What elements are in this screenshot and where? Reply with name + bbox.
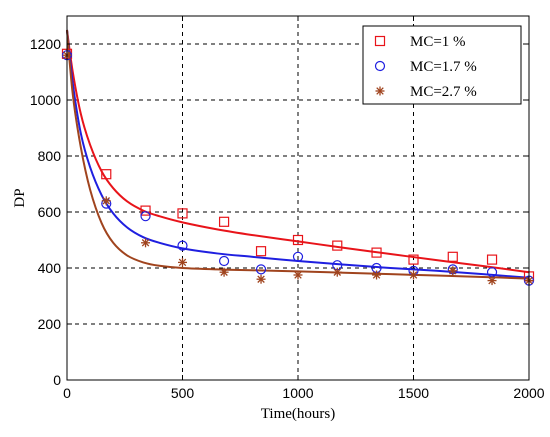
legend-marker: [375, 86, 385, 96]
y-tick-label: 800: [38, 148, 62, 164]
y-tick-label: 600: [38, 204, 62, 220]
x-tick-label: 0: [63, 385, 71, 401]
data-point: [292, 251, 304, 262]
data-point: [140, 211, 151, 222]
axis-ticks: 0 500 1000 1500 2000 0 200 400 600 800 1000 1200: [30, 16, 545, 401]
data-point: [178, 257, 187, 267]
data-point: [218, 216, 230, 227]
y-tick-label: 200: [38, 316, 62, 332]
data-point: [409, 270, 418, 280]
legend-label: MC=2.7 %: [410, 84, 477, 100]
data-point: [408, 254, 419, 265]
x-tick-label: 500: [171, 385, 195, 401]
legend-marker: [374, 35, 386, 47]
y-tick-label: 1000: [30, 92, 61, 108]
data-point: [219, 267, 229, 277]
data-point: [177, 208, 188, 219]
data-point: [255, 264, 267, 275]
data-point: [486, 254, 498, 265]
legend-marker: [374, 60, 386, 72]
legend-label: MC=1.7 %: [410, 59, 477, 75]
y-tick-label: 400: [38, 260, 62, 276]
legend: MC=1 % MC=1.7 % MC=2.7 %: [362, 25, 522, 105]
data-point: [256, 274, 266, 284]
x-tick-label: 2000: [513, 385, 544, 401]
x-tick-label: 1000: [282, 385, 313, 401]
data-point: [177, 240, 188, 251]
data-point: [371, 247, 382, 258]
legend-label: MC=1 %: [410, 34, 466, 50]
x-axis-title: Time(hours): [261, 406, 335, 422]
fit-lines: [66, 29, 530, 280]
data-point: [140, 205, 151, 216]
fit-line: [66, 29, 530, 279]
data-markers: [61, 48, 535, 286]
legend-box: [362, 25, 522, 105]
y-axis-title: DP: [12, 188, 28, 207]
y-tick-label: 0: [53, 372, 61, 388]
fit-line: [66, 29, 530, 280]
x-tick-label: 1500: [398, 385, 429, 401]
data-point: [292, 234, 304, 246]
data-point: [101, 196, 111, 206]
data-point: [101, 169, 112, 180]
fit-line: [66, 29, 530, 274]
data-point: [218, 255, 230, 267]
data-point: [293, 270, 303, 280]
data-point: [332, 240, 343, 251]
data-point: [332, 267, 342, 277]
y-tick-label: 1200: [30, 36, 61, 52]
data-point: [141, 238, 151, 248]
data-point: [448, 266, 458, 276]
data-point: [447, 251, 458, 262]
data-point: [372, 270, 382, 280]
data-point: [255, 246, 267, 257]
data-point: [487, 276, 497, 286]
